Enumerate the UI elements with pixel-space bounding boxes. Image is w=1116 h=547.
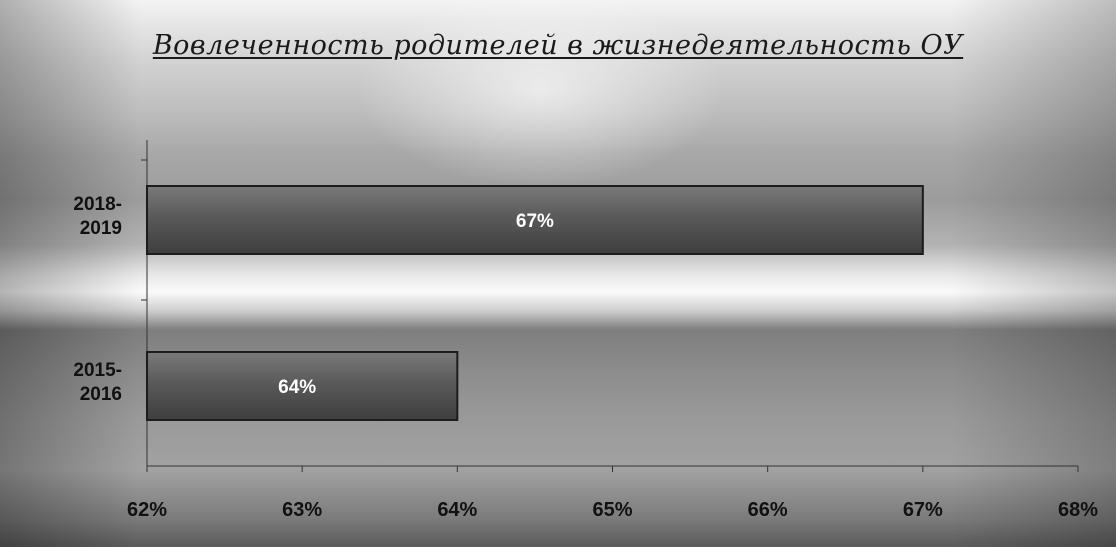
data-label: 67%: [516, 211, 554, 232]
category-label: 2016: [80, 384, 122, 405]
bar-1: [146, 351, 459, 421]
x-tick-label: 67%: [903, 499, 943, 521]
category-label: 2019: [80, 218, 122, 239]
bar-0: [146, 185, 924, 255]
category-label: 2015-: [73, 360, 122, 381]
x-tick-label: 68%: [1058, 499, 1098, 521]
chart-title: Вовлеченность родителей в жизнедеятельно…: [152, 30, 964, 61]
category-label: 2018-: [73, 194, 122, 215]
data-label: 64%: [278, 377, 316, 398]
bars: [146, 185, 924, 421]
x-tick-label: 62%: [127, 499, 167, 521]
x-tick-label: 65%: [592, 499, 632, 521]
x-tick-label: 64%: [437, 499, 477, 521]
x-tick-label: 66%: [748, 499, 788, 521]
x-tick-label: 63%: [282, 499, 322, 521]
labels: 62% 63% 64% 65% 66% 67% 68% 67% 2018- 2019 64% 2015…: [73, 194, 1098, 521]
